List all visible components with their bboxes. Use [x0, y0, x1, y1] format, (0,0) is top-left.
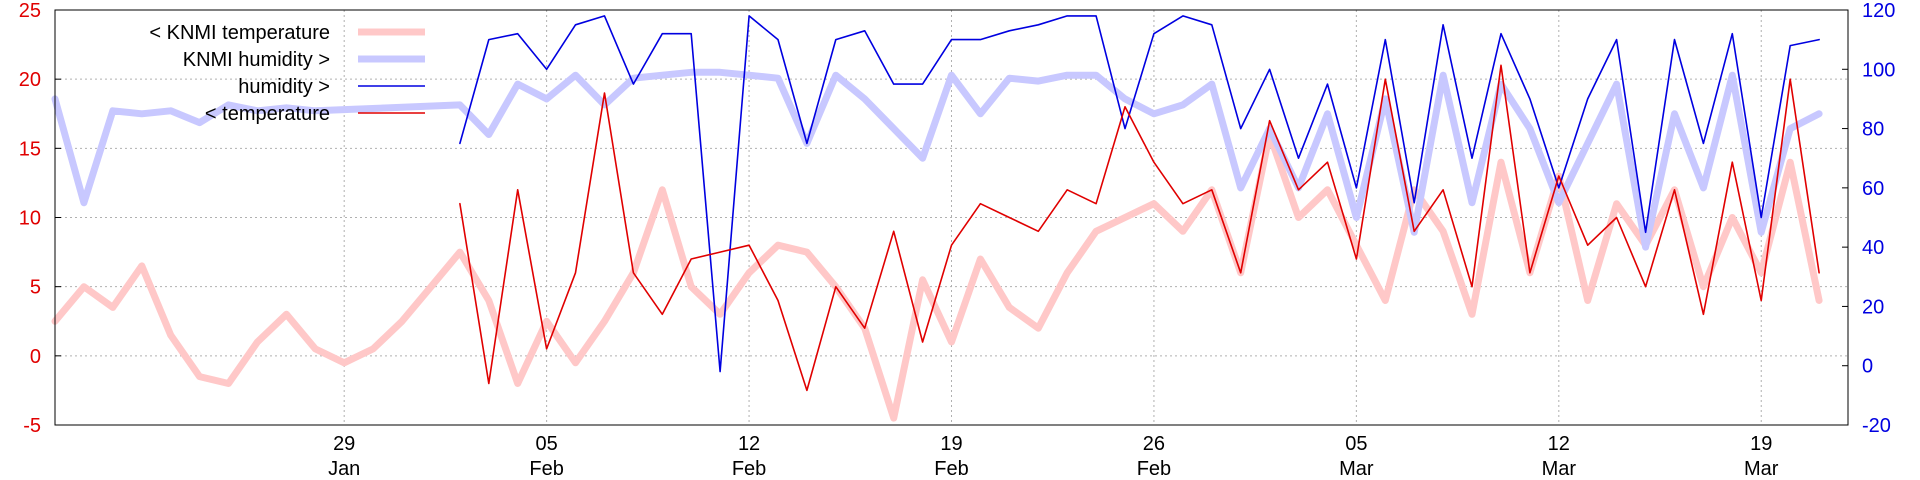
legend-label-4: < temperature	[205, 103, 330, 125]
y-right-tick-label: -20	[1862, 415, 1891, 437]
y-left-tick-label: 20	[19, 69, 41, 91]
x-tick-month-label: Feb	[934, 458, 968, 480]
x-tick-month-label: Feb	[529, 458, 563, 480]
y-left-tick-label: 5	[30, 277, 41, 299]
x-tick-month-label: Mar	[1744, 458, 1779, 480]
y-right-tick-label: 100	[1862, 59, 1895, 81]
y-right-tick-label: 80	[1862, 119, 1884, 141]
x-tick-day-label: 12	[738, 433, 760, 455]
y-right-tick-label: 60	[1862, 178, 1884, 200]
x-tick-month-label: Jan	[328, 458, 360, 480]
y-right-tick-label: 20	[1862, 296, 1884, 318]
series-line-2	[51, 68, 1823, 251]
series-line-4	[459, 64, 1820, 392]
legend-label-3: humidity >	[238, 76, 330, 98]
x-tick-month-label: Mar	[1339, 458, 1374, 480]
y-right-tick-label: 0	[1862, 356, 1873, 378]
y-left-tick-label: 0	[30, 346, 41, 368]
x-tick-day-label: 19	[1750, 433, 1772, 455]
x-tick-month-label: Feb	[732, 458, 766, 480]
series-line-3	[459, 15, 1820, 373]
x-tick-day-label: 12	[1548, 433, 1570, 455]
y-left-tick-label: 25	[19, 0, 41, 22]
legend-label-1: < KNMI temperature	[149, 22, 330, 44]
x-tick-month-label: Mar	[1542, 458, 1577, 480]
y-right-tick-label: 120	[1862, 0, 1895, 22]
x-tick-day-label: 26	[1143, 433, 1165, 455]
x-tick-day-label: 29	[333, 433, 355, 455]
y-right-tick-label: 40	[1862, 237, 1884, 259]
y-left-tick-label: -5	[23, 415, 41, 437]
legend-label-2: KNMI humidity >	[183, 49, 330, 71]
y-left-tick-label: 15	[19, 138, 41, 160]
series-line-1	[51, 131, 1823, 422]
x-tick-day-label: 05	[536, 433, 558, 455]
y-left-tick-label: 10	[19, 208, 41, 230]
x-tick-day-label: 05	[1345, 433, 1367, 455]
x-tick-month-label: Feb	[1137, 458, 1171, 480]
x-tick-day-label: 19	[940, 433, 962, 455]
